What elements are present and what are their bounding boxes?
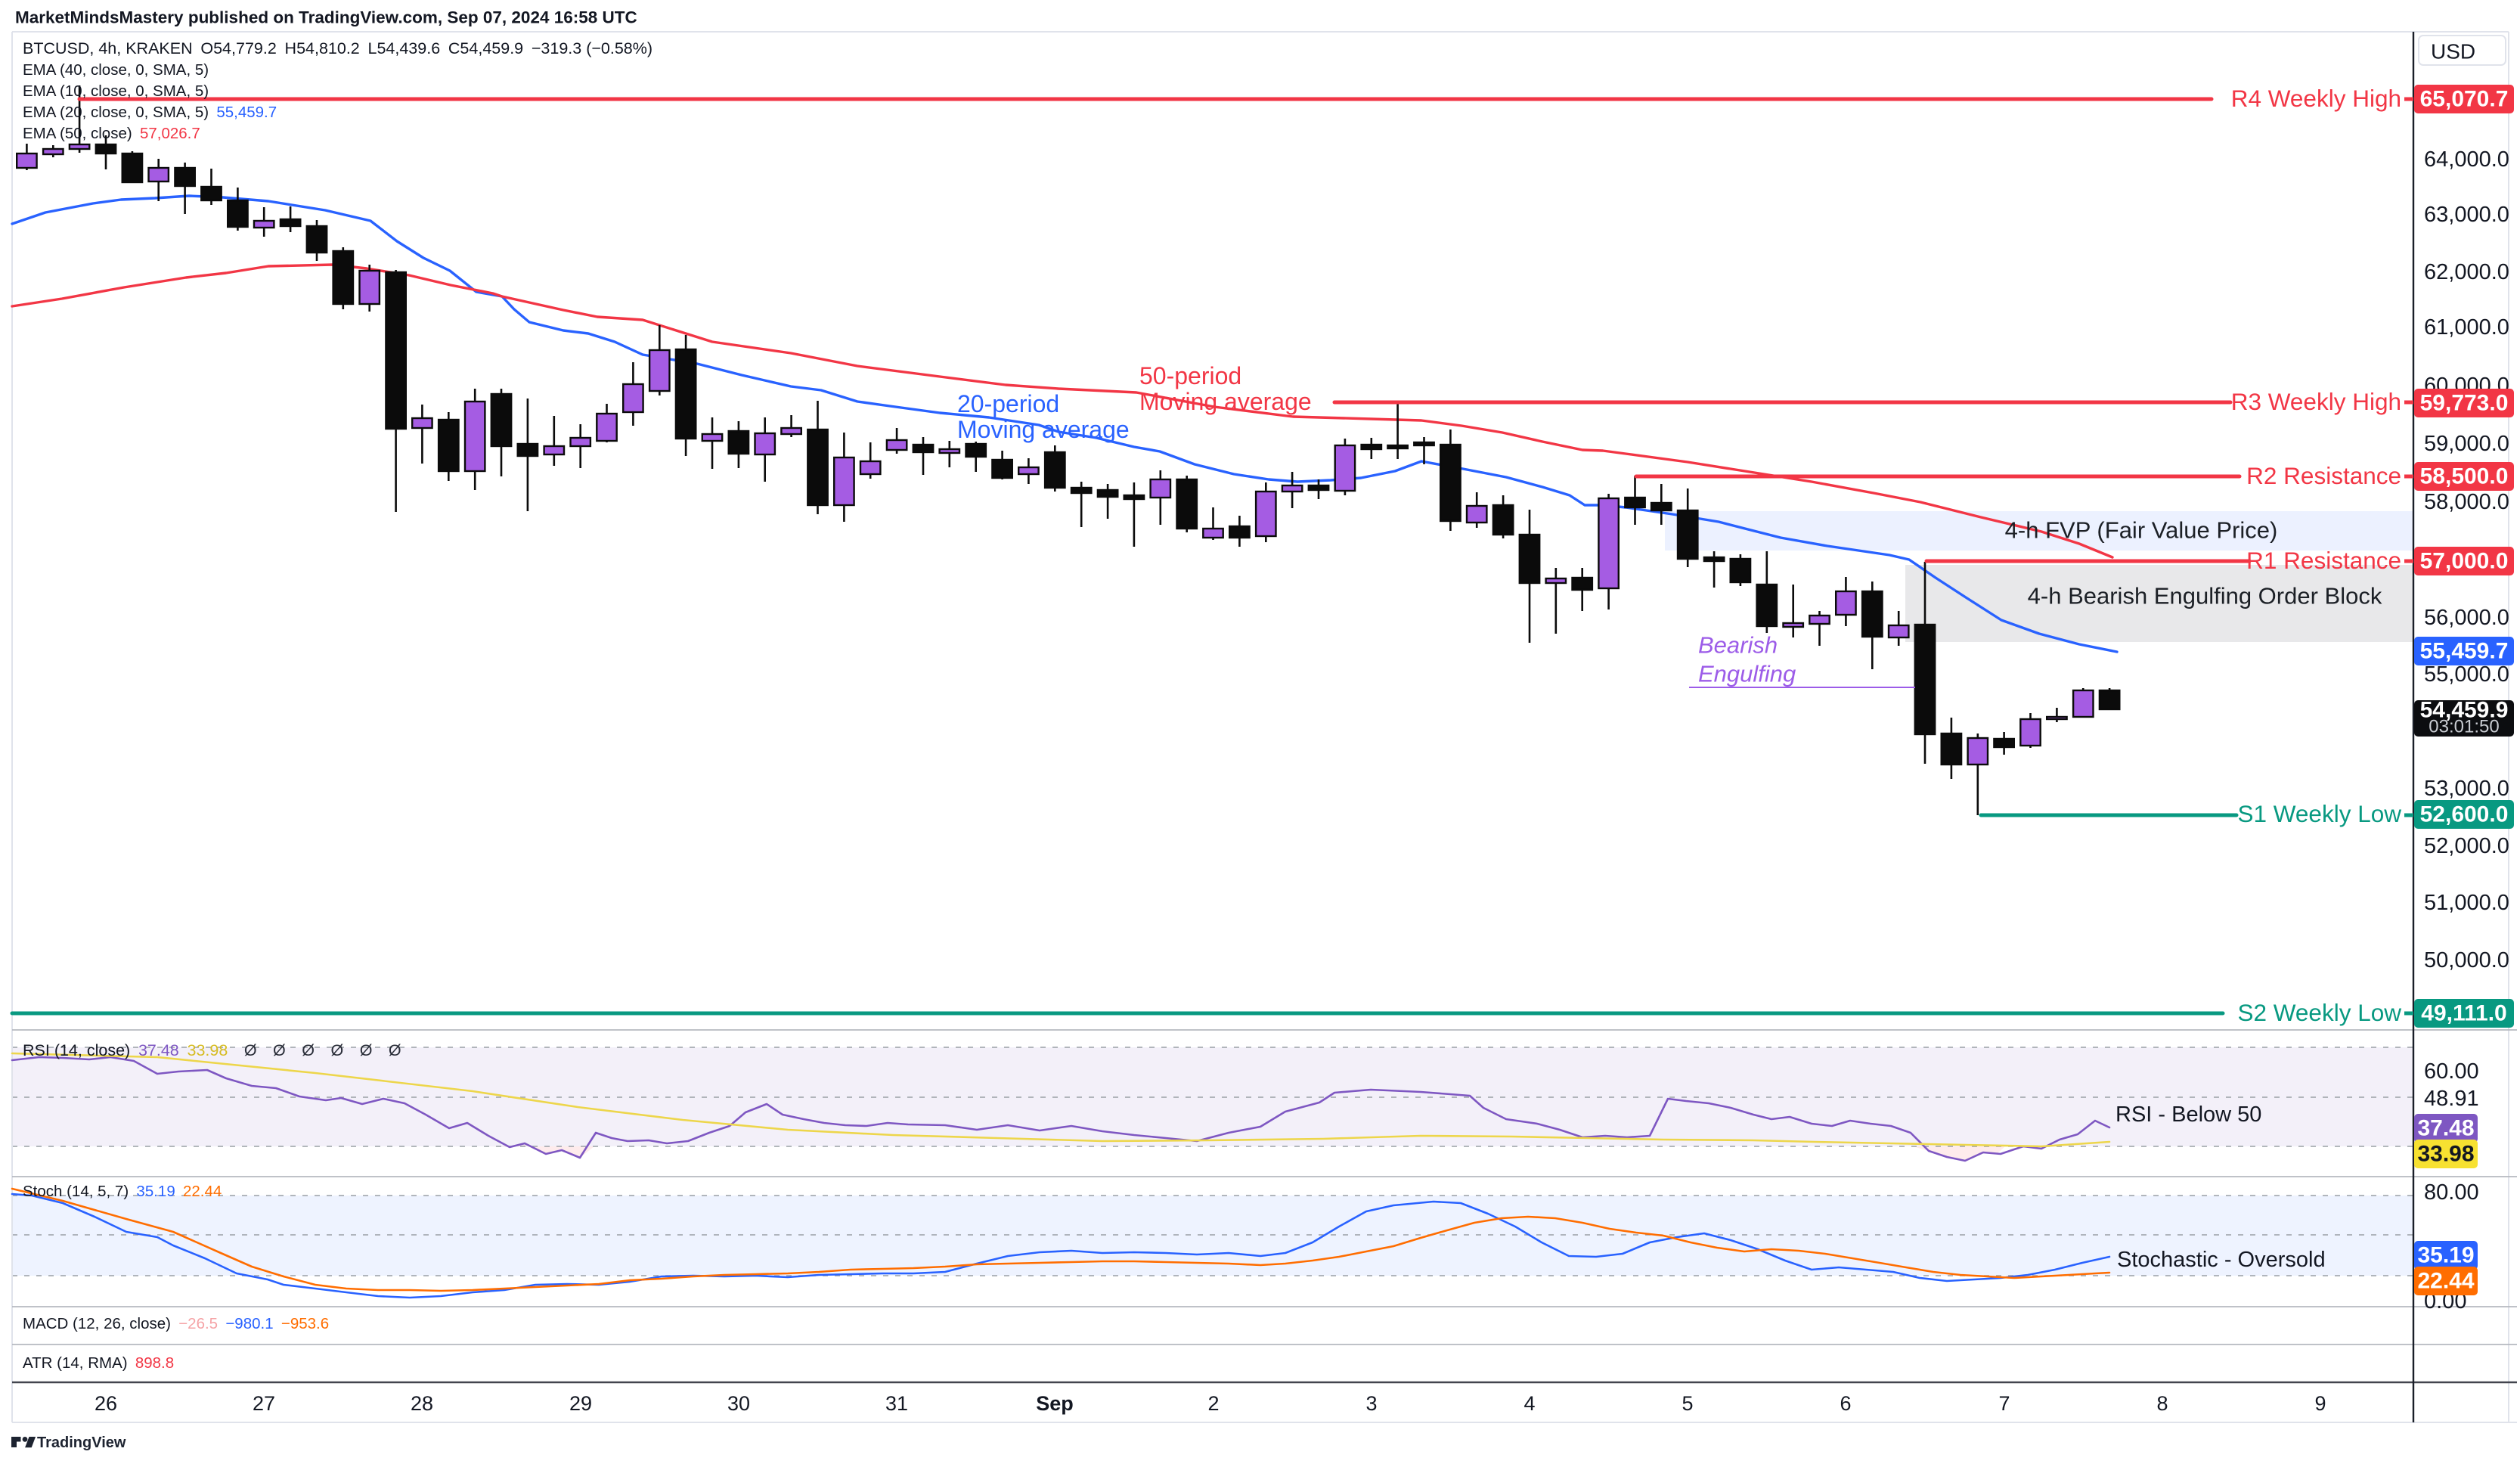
svg-text:03:01:50: 03:01:50 xyxy=(2429,717,2499,737)
svg-text:R4 Weekly High: R4 Weekly High xyxy=(2231,85,2401,112)
svg-text:RSI - Below 50: RSI - Below 50 xyxy=(2115,1103,2261,1127)
svg-text:53,000.0: 53,000.0 xyxy=(2424,777,2509,801)
svg-text:USD: USD xyxy=(2431,40,2475,64)
svg-text:Stoch (14, 5, 7) 35.19 22.44: Stoch (14, 5, 7) 35.19 22.44 xyxy=(23,1183,222,1200)
svg-text:6: 6 xyxy=(1840,1392,1851,1415)
svg-text:37.48: 37.48 xyxy=(2417,1116,2474,1141)
svg-text:R3 Weekly High: R3 Weekly High xyxy=(2231,388,2401,415)
svg-text:EMA (50, close) 57,026.7: EMA (50, close) 57,026.7 xyxy=(23,125,200,142)
svg-text:4-h FVP (Fair Value Price): 4-h FVP (Fair Value Price) xyxy=(2005,517,2278,544)
svg-text:52,000.0: 52,000.0 xyxy=(2424,834,2509,858)
svg-text:57,000.0: 57,000.0 xyxy=(2420,549,2509,574)
svg-text:ATR (14, RMA) 898.8: ATR (14, RMA) 898.8 xyxy=(23,1354,174,1372)
svg-text:63,000.0: 63,000.0 xyxy=(2424,203,2509,227)
svg-text:20-period: 20-period xyxy=(957,390,1059,417)
svg-text:55,459.7: 55,459.7 xyxy=(2420,639,2509,664)
svg-text:50-period: 50-period xyxy=(1139,362,1241,389)
svg-text:31: 31 xyxy=(885,1392,908,1415)
svg-text:7: 7 xyxy=(1998,1392,2010,1415)
svg-text:BTCUSD, 4h, KRAKEN O54,779.2 H: BTCUSD, 4h, KRAKEN O54,779.2 H54,810.2 L… xyxy=(23,39,652,57)
svg-text:EMA (40, close, 0, SMA, 5): EMA (40, close, 0, SMA, 5) xyxy=(23,61,209,79)
svg-text:59,773.0: 59,773.0 xyxy=(2420,391,2509,416)
svg-text:5: 5 xyxy=(1682,1392,1693,1415)
svg-text:MarketMindsMastery published o: MarketMindsMastery published on TradingV… xyxy=(15,8,637,27)
svg-text:62,000.0: 62,000.0 xyxy=(2424,260,2509,284)
svg-text:RSI (14, close) 37.48 33.98 Ø: RSI (14, close) 37.48 33.98 Ø Ø Ø Ø Ø Ø xyxy=(23,1041,401,1059)
svg-text:EMA (20, close, 0, SMA, 5) 55,: EMA (20, close, 0, SMA, 5) 55,459.7 xyxy=(23,104,277,121)
svg-text:33.98: 33.98 xyxy=(2417,1142,2474,1167)
svg-text:9: 9 xyxy=(2314,1392,2326,1415)
svg-text:52,600.0: 52,600.0 xyxy=(2420,802,2509,827)
svg-text:Bearish: Bearish xyxy=(1698,632,1778,659)
svg-text:54,459.9: 54,459.9 xyxy=(2420,698,2509,723)
svg-text:65,070.7: 65,070.7 xyxy=(2420,87,2509,112)
svg-text:48.91: 48.91 xyxy=(2424,1087,2479,1111)
svg-text:58,000.0: 58,000.0 xyxy=(2424,490,2509,514)
svg-text:64,000.0: 64,000.0 xyxy=(2424,147,2509,172)
svg-text:49,111.0: 49,111.0 xyxy=(2421,1001,2506,1026)
svg-text:55,000.0: 55,000.0 xyxy=(2424,662,2509,687)
svg-text:28: 28 xyxy=(411,1392,433,1415)
svg-text:60.00: 60.00 xyxy=(2424,1059,2479,1084)
svg-text:S1 Weekly Low: S1 Weekly Low xyxy=(2237,800,2401,827)
svg-text:29: 29 xyxy=(569,1392,592,1415)
svg-text:51,000.0: 51,000.0 xyxy=(2424,891,2509,915)
svg-text:Moving average: Moving average xyxy=(957,416,1130,443)
svg-text:59,000.0: 59,000.0 xyxy=(2424,432,2509,456)
svg-text:27: 27 xyxy=(253,1392,275,1415)
svg-text:TradingView: TradingView xyxy=(37,1434,126,1451)
svg-text:61,000.0: 61,000.0 xyxy=(2424,315,2509,340)
svg-text:3: 3 xyxy=(1365,1392,1377,1415)
svg-text:80.00: 80.00 xyxy=(2424,1180,2479,1205)
svg-text:Stochastic - Oversold: Stochastic - Oversold xyxy=(2117,1248,2326,1272)
svg-text:EMA (10, close, 0, SMA, 5): EMA (10, close, 0, SMA, 5) xyxy=(23,82,209,100)
svg-text:S2 Weekly Low: S2 Weekly Low xyxy=(2237,999,2401,1026)
svg-text:35.19: 35.19 xyxy=(2417,1243,2474,1268)
svg-text:R1 Resistance: R1 Resistance xyxy=(2246,547,2401,574)
svg-text:4-h Bearish Engulfing Order Bl: 4-h Bearish Engulfing Order Block xyxy=(2028,583,2382,609)
svg-text:58,500.0: 58,500.0 xyxy=(2420,464,2509,489)
svg-text:Moving average: Moving average xyxy=(1139,388,1312,415)
svg-text:Engulfing: Engulfing xyxy=(1698,661,1796,687)
svg-text:30: 30 xyxy=(727,1392,750,1415)
svg-text:56,000.0: 56,000.0 xyxy=(2424,606,2509,630)
svg-text:2: 2 xyxy=(1207,1392,1219,1415)
svg-text:Sep: Sep xyxy=(1036,1392,1074,1415)
svg-text:4: 4 xyxy=(1523,1392,1535,1415)
svg-text:50,000.0: 50,000.0 xyxy=(2424,948,2509,972)
svg-text:R2 Resistance: R2 Resistance xyxy=(2246,462,2401,489)
svg-text:MACD (12, 26, close) −26.5 −98: MACD (12, 26, close) −26.5 −980.1 −953.6 xyxy=(23,1315,329,1332)
svg-text:26: 26 xyxy=(95,1392,117,1415)
svg-text:22.44: 22.44 xyxy=(2417,1269,2474,1294)
svg-text:8: 8 xyxy=(2156,1392,2168,1415)
